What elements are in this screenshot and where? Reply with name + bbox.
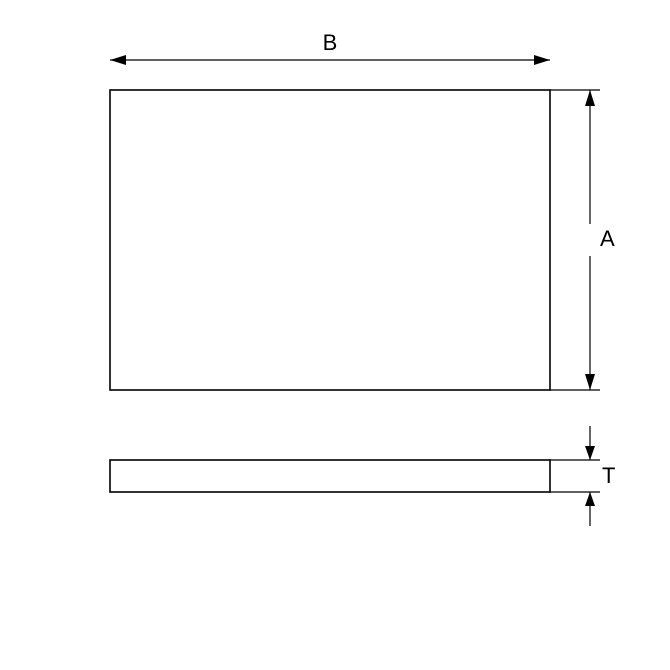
arrow-down-icon (585, 446, 595, 460)
dimension-a: A (550, 90, 615, 390)
arrow-up-icon (585, 492, 595, 506)
plan-view-rect (110, 90, 550, 390)
dimension-b-label: B (323, 30, 338, 55)
arrow-left-icon (110, 55, 126, 65)
dimension-t: T (550, 426, 615, 526)
dimension-t-label: T (602, 463, 615, 488)
dimension-diagram: B A T (0, 0, 670, 670)
arrow-right-icon (534, 55, 550, 65)
edge-view-rect (110, 460, 550, 492)
arrow-down-icon (585, 374, 595, 390)
dimension-a-label: A (600, 226, 615, 251)
dimension-b: B (110, 30, 550, 65)
arrow-up-icon (585, 90, 595, 106)
